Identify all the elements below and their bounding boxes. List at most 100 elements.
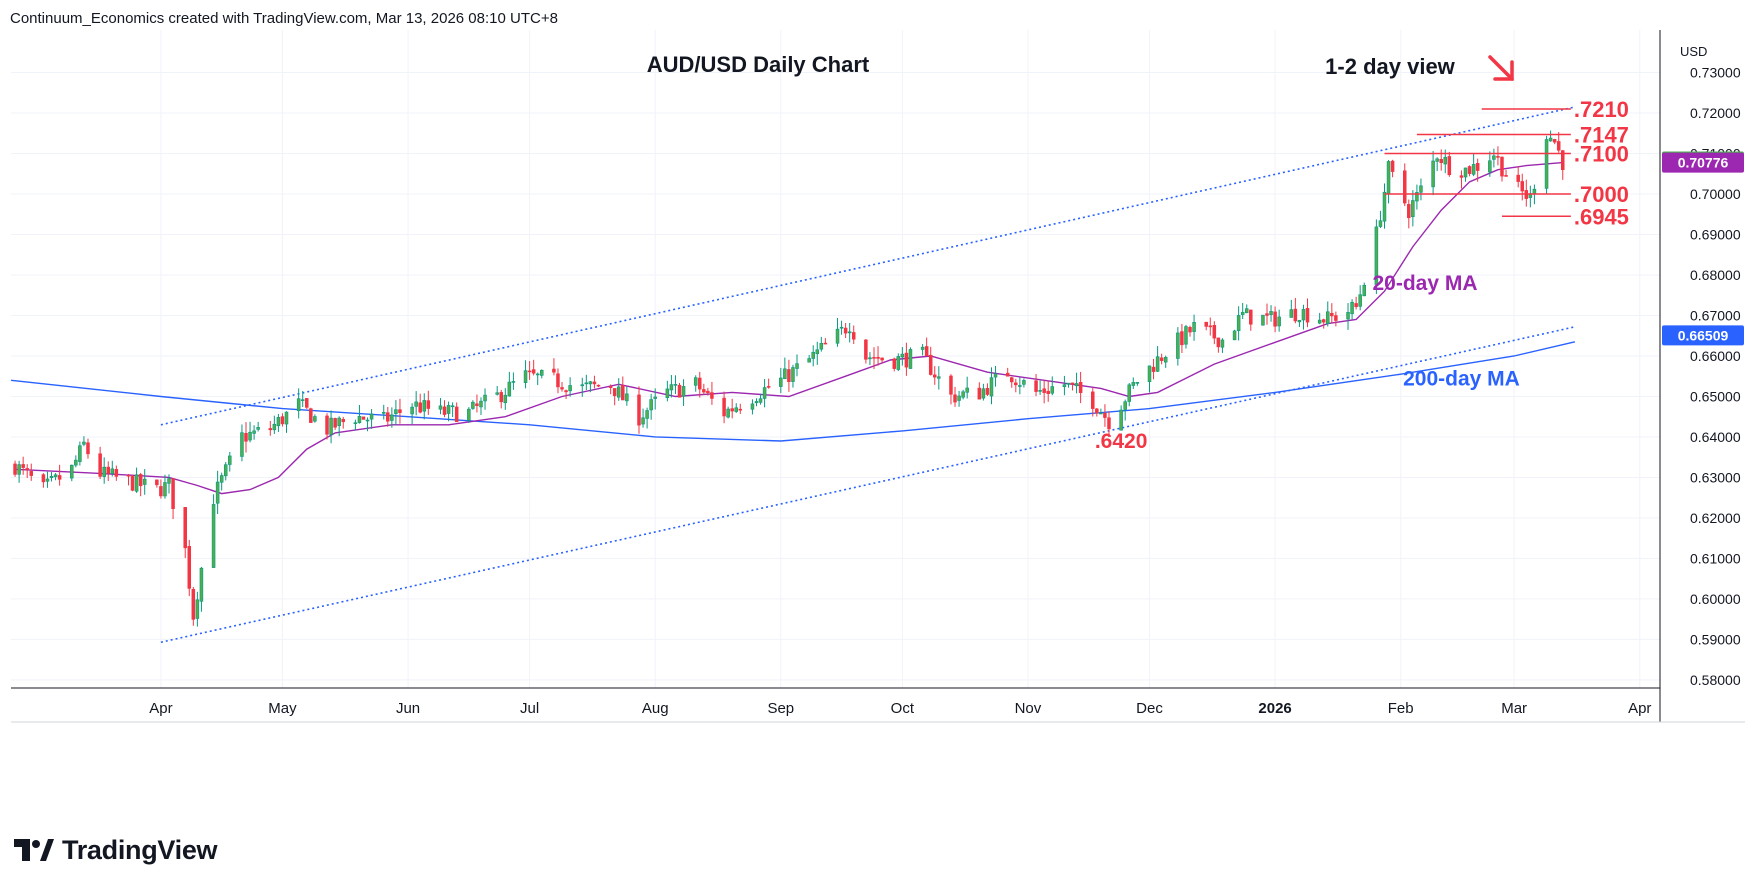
- candle-body: [163, 482, 167, 497]
- candle-body: [1548, 137, 1553, 142]
- candle-body: [1240, 312, 1245, 315]
- candle-body: [1293, 308, 1298, 322]
- chart-annotation: .6420: [1095, 430, 1148, 453]
- candle: [511, 372, 516, 390]
- candle-body: [677, 384, 682, 398]
- candle: [219, 472, 224, 491]
- candle: [390, 407, 394, 428]
- candle: [13, 460, 17, 477]
- candle: [499, 389, 504, 409]
- candle: [82, 436, 86, 447]
- x-tick-label: Jul: [520, 700, 539, 717]
- candle-body: [815, 349, 820, 355]
- candle-body: [45, 478, 50, 482]
- candle: [183, 507, 187, 559]
- candle-body: [341, 418, 345, 423]
- candle-body: [758, 398, 763, 403]
- candle: [272, 415, 277, 434]
- candle: [313, 414, 317, 423]
- candle-body: [989, 377, 994, 397]
- candle-body: [394, 409, 398, 414]
- candle-body: [499, 392, 504, 403]
- candle-body: [1123, 401, 1127, 410]
- candle-body: [171, 478, 175, 509]
- candle-body: [608, 386, 613, 388]
- candle: [1155, 346, 1160, 373]
- candle-body: [868, 357, 872, 360]
- candle: [961, 389, 965, 400]
- candle-body: [981, 388, 986, 399]
- candle-body: [653, 396, 657, 399]
- candle: [560, 382, 564, 392]
- candle-body: [386, 412, 390, 422]
- candle: [1411, 190, 1415, 227]
- candle-body: [142, 478, 147, 485]
- candle-body: [1188, 327, 1192, 333]
- candle: [698, 371, 702, 398]
- candle-body: [479, 400, 483, 408]
- candle-body: [86, 442, 90, 455]
- tradingview-wordmark: TradingView: [62, 834, 218, 865]
- candle-body: [1204, 321, 1208, 327]
- candle-body: [1475, 163, 1480, 171]
- candle-body: [426, 400, 431, 409]
- candle-body: [1131, 382, 1136, 386]
- y-tick-label: 0.69000: [1690, 226, 1741, 242]
- candle: [795, 354, 799, 377]
- candle: [357, 404, 362, 424]
- candle: [155, 479, 159, 488]
- candle-body: [1232, 330, 1237, 341]
- candle: [1220, 338, 1225, 353]
- candle: [1208, 317, 1213, 336]
- candle-body: [876, 356, 880, 359]
- x-tick-label: Apr: [1628, 700, 1651, 717]
- candle-body: [1034, 380, 1038, 392]
- candle-body: [1346, 312, 1350, 320]
- candle-body: [1147, 365, 1152, 383]
- candle-body: [787, 369, 791, 383]
- arrow-down-right-icon: [1488, 55, 1514, 81]
- candle: [1014, 378, 1018, 393]
- candle: [1301, 304, 1306, 330]
- candle: [1188, 325, 1192, 337]
- y-tick-label: 0.66000: [1690, 348, 1741, 364]
- candle-body: [199, 567, 204, 602]
- candle-body: [621, 385, 625, 401]
- candle-body: [535, 373, 540, 376]
- candle: [1548, 130, 1553, 142]
- candle: [1552, 138, 1557, 145]
- candle: [248, 421, 252, 443]
- candle-body: [552, 368, 556, 373]
- candle: [1386, 159, 1391, 204]
- candle: [1402, 163, 1407, 207]
- candle: [758, 393, 763, 405]
- candle: [977, 382, 982, 400]
- candle: [1046, 380, 1050, 402]
- candle: [1147, 365, 1152, 393]
- candle-body: [949, 375, 953, 395]
- level-label: .7000: [1574, 182, 1629, 207]
- candle-body: [1009, 377, 1014, 383]
- candle-body: [1163, 357, 1168, 363]
- candle-body: [300, 399, 305, 401]
- candle-body: [191, 589, 196, 620]
- candle-body: [924, 346, 929, 356]
- candle: [483, 388, 487, 410]
- candle-body: [957, 395, 961, 401]
- candle-body: [475, 403, 479, 407]
- candle-body: [750, 403, 755, 410]
- candle-body: [1180, 331, 1184, 346]
- candle-body: [268, 428, 273, 431]
- candle: [1216, 337, 1221, 353]
- candle: [1467, 165, 1472, 177]
- candle-body: [904, 352, 909, 368]
- tradingview-brand[interactable]: TradingView: [14, 834, 218, 866]
- candle-body: [1435, 158, 1439, 162]
- candle: [252, 425, 256, 440]
- candle-body: [1244, 308, 1249, 314]
- candle: [754, 398, 759, 407]
- candle-body: [337, 417, 341, 427]
- candle-body: [673, 384, 678, 386]
- candle-body: [1516, 174, 1520, 182]
